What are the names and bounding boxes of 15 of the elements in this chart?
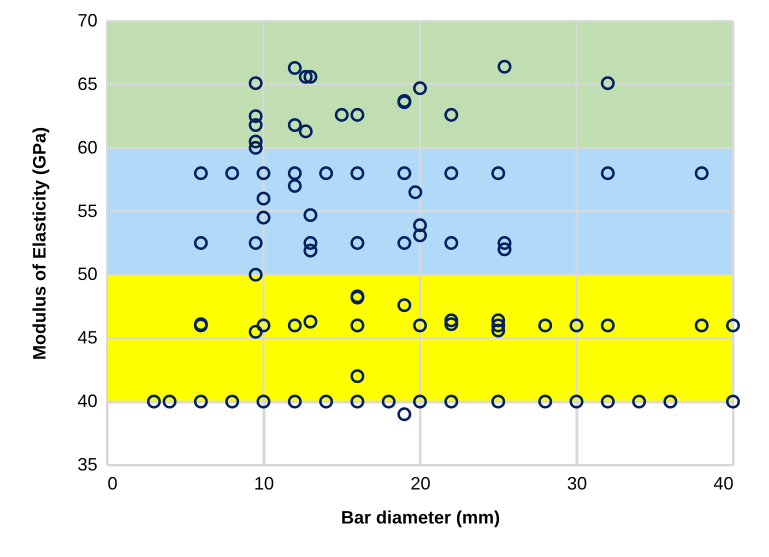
- y-tick-label: 55: [77, 200, 98, 221]
- x-tick-label: 0: [108, 474, 118, 494]
- y-tick-label: 70: [77, 10, 98, 30]
- y-tick-label: 35: [77, 454, 98, 474]
- x-tick-label: 30: [566, 474, 588, 494]
- x-tick-label: 10: [254, 474, 274, 494]
- y-tick-label: 40: [77, 391, 98, 412]
- x-tick-label: 20: [410, 474, 431, 494]
- x-tick-label: 40: [713, 474, 734, 494]
- y-tick-label: 50: [77, 264, 98, 284]
- y-axis-title: Modulus of Elasticity (GPa): [29, 126, 50, 360]
- y-tick-label: 65: [77, 74, 98, 94]
- y-tick-label: 45: [77, 328, 98, 348]
- y-tick-label: 60: [77, 137, 98, 158]
- x-axis-title: Bar diameter (mm): [340, 508, 500, 528]
